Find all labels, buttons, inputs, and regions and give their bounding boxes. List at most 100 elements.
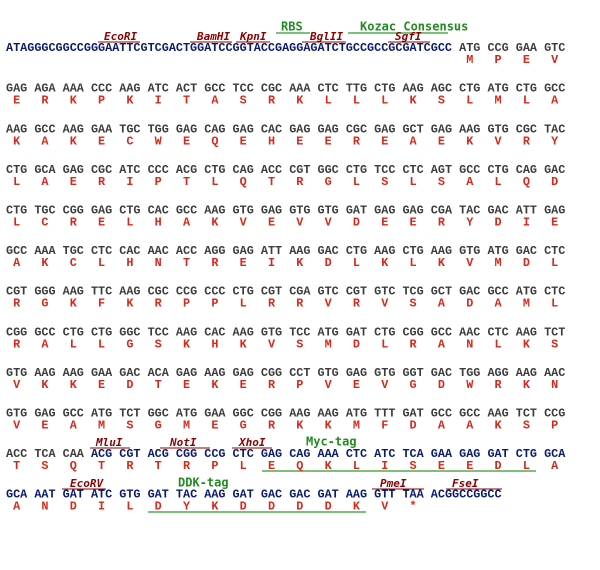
codon: GGG [34, 285, 55, 299]
amino-acid: V [240, 216, 248, 230]
amino-acid: K [41, 256, 49, 270]
amino-acid: E [353, 378, 360, 392]
amino-acid: V [13, 419, 21, 433]
codon: CGC [516, 122, 537, 136]
amino-acid: S [410, 459, 417, 473]
codon: TTC [91, 285, 112, 299]
amino-acid: D [495, 216, 502, 230]
amino-acid: D [466, 297, 473, 311]
codon: GAC [318, 244, 339, 258]
codon: TCC [374, 163, 395, 177]
codon: CTC [544, 244, 565, 258]
amino-acid: K [240, 337, 248, 351]
codon: AAG [459, 122, 480, 136]
amino-acid: G [126, 337, 133, 351]
amino-acid: K [126, 94, 134, 108]
codon: CGG [261, 407, 282, 421]
amino-acid: T [13, 459, 20, 473]
amino-acid: S [438, 175, 445, 189]
amino-acid: A [211, 94, 219, 108]
amino-acid: M [495, 94, 502, 108]
enzyme-label: NotI [169, 436, 197, 449]
vector-codon: GAG [261, 447, 282, 461]
amino-acid: E [438, 459, 445, 473]
amino-acid: I [126, 175, 133, 189]
vector-codon: CGT [119, 447, 140, 461]
vector-codon: ATC [91, 488, 112, 502]
amino-acid: L [495, 337, 502, 351]
amino-acid: D [240, 500, 247, 514]
codon: GAA [91, 122, 113, 136]
amino-acid: T [268, 175, 275, 189]
vector-codon: CTC [233, 447, 254, 461]
amino-acid: R [495, 378, 503, 392]
codon: GAG [374, 204, 395, 218]
codon: TTG [346, 82, 367, 96]
codon: ATG [346, 407, 367, 421]
amino-acid: V [268, 337, 276, 351]
amino-acid: K [211, 216, 219, 230]
codon: CTG [459, 82, 480, 96]
codon: CGT [261, 285, 282, 299]
amino-acid: R [410, 337, 418, 351]
codon: CGC [346, 122, 367, 136]
amino-acid: P [296, 378, 303, 392]
amino-acid: A [183, 216, 191, 230]
codon: CAG [516, 163, 537, 177]
amino-acid: E [98, 216, 105, 230]
codon: AAG [374, 244, 395, 258]
amino-acid: K [13, 134, 21, 148]
vector-codon: CTG [516, 447, 537, 461]
vector-codon: ACG [91, 447, 112, 461]
amino-acid: L [13, 216, 20, 230]
amino-acid: R [296, 175, 304, 189]
codon: CAC [261, 122, 282, 136]
codon: GTG [261, 325, 282, 339]
enzyme-label: SgfI [395, 30, 422, 43]
codon: GAG [544, 204, 565, 218]
codon: CGG [261, 366, 282, 380]
codon: GAG [402, 204, 423, 218]
codon: GAC [119, 366, 140, 380]
codon: AAG [204, 204, 225, 218]
codon: CTG [63, 325, 84, 339]
codon: CAC [148, 204, 169, 218]
enzyme-label: MluI [95, 436, 123, 449]
amino-acid: K [41, 378, 49, 392]
amino-acid: S [41, 459, 48, 473]
amino-acid: F [381, 419, 388, 433]
amino-acid: H [155, 216, 162, 230]
amino-acid: D [551, 175, 558, 189]
codon: GTG [318, 366, 339, 380]
codon: ATC [119, 163, 140, 177]
vector-codon: GAG [459, 447, 480, 461]
amino-acid: E [240, 134, 247, 148]
codon: AGC [431, 82, 452, 96]
codon: CTG [374, 82, 395, 96]
amino-acid: S [523, 419, 530, 433]
amino-acid: A [41, 337, 49, 351]
amino-acid: E [183, 378, 190, 392]
codon: GAC [516, 244, 537, 258]
amino-acid: R [353, 134, 361, 148]
amino-acid: S [551, 337, 558, 351]
codon: GAG [91, 204, 112, 218]
codon: GAG [233, 244, 254, 258]
codon: AAG [119, 285, 140, 299]
codon: GCC [34, 122, 55, 136]
codon: GTG [6, 366, 27, 380]
amino-acid: L [353, 175, 360, 189]
codon: GAT [346, 204, 367, 218]
amino-acid: K [211, 500, 219, 514]
amino-acid: E [296, 134, 303, 148]
codon: AAG [6, 122, 27, 136]
codon: GTG [374, 366, 395, 380]
amino-acid: P [155, 175, 162, 189]
codon: TCT [544, 325, 565, 339]
amino-acid: D [325, 500, 332, 514]
codon: CTC [318, 82, 339, 96]
codon: CCC [204, 285, 225, 299]
amino-acid: K [70, 134, 78, 148]
amino-acid: R [268, 419, 276, 433]
amino-acid: L [126, 216, 133, 230]
